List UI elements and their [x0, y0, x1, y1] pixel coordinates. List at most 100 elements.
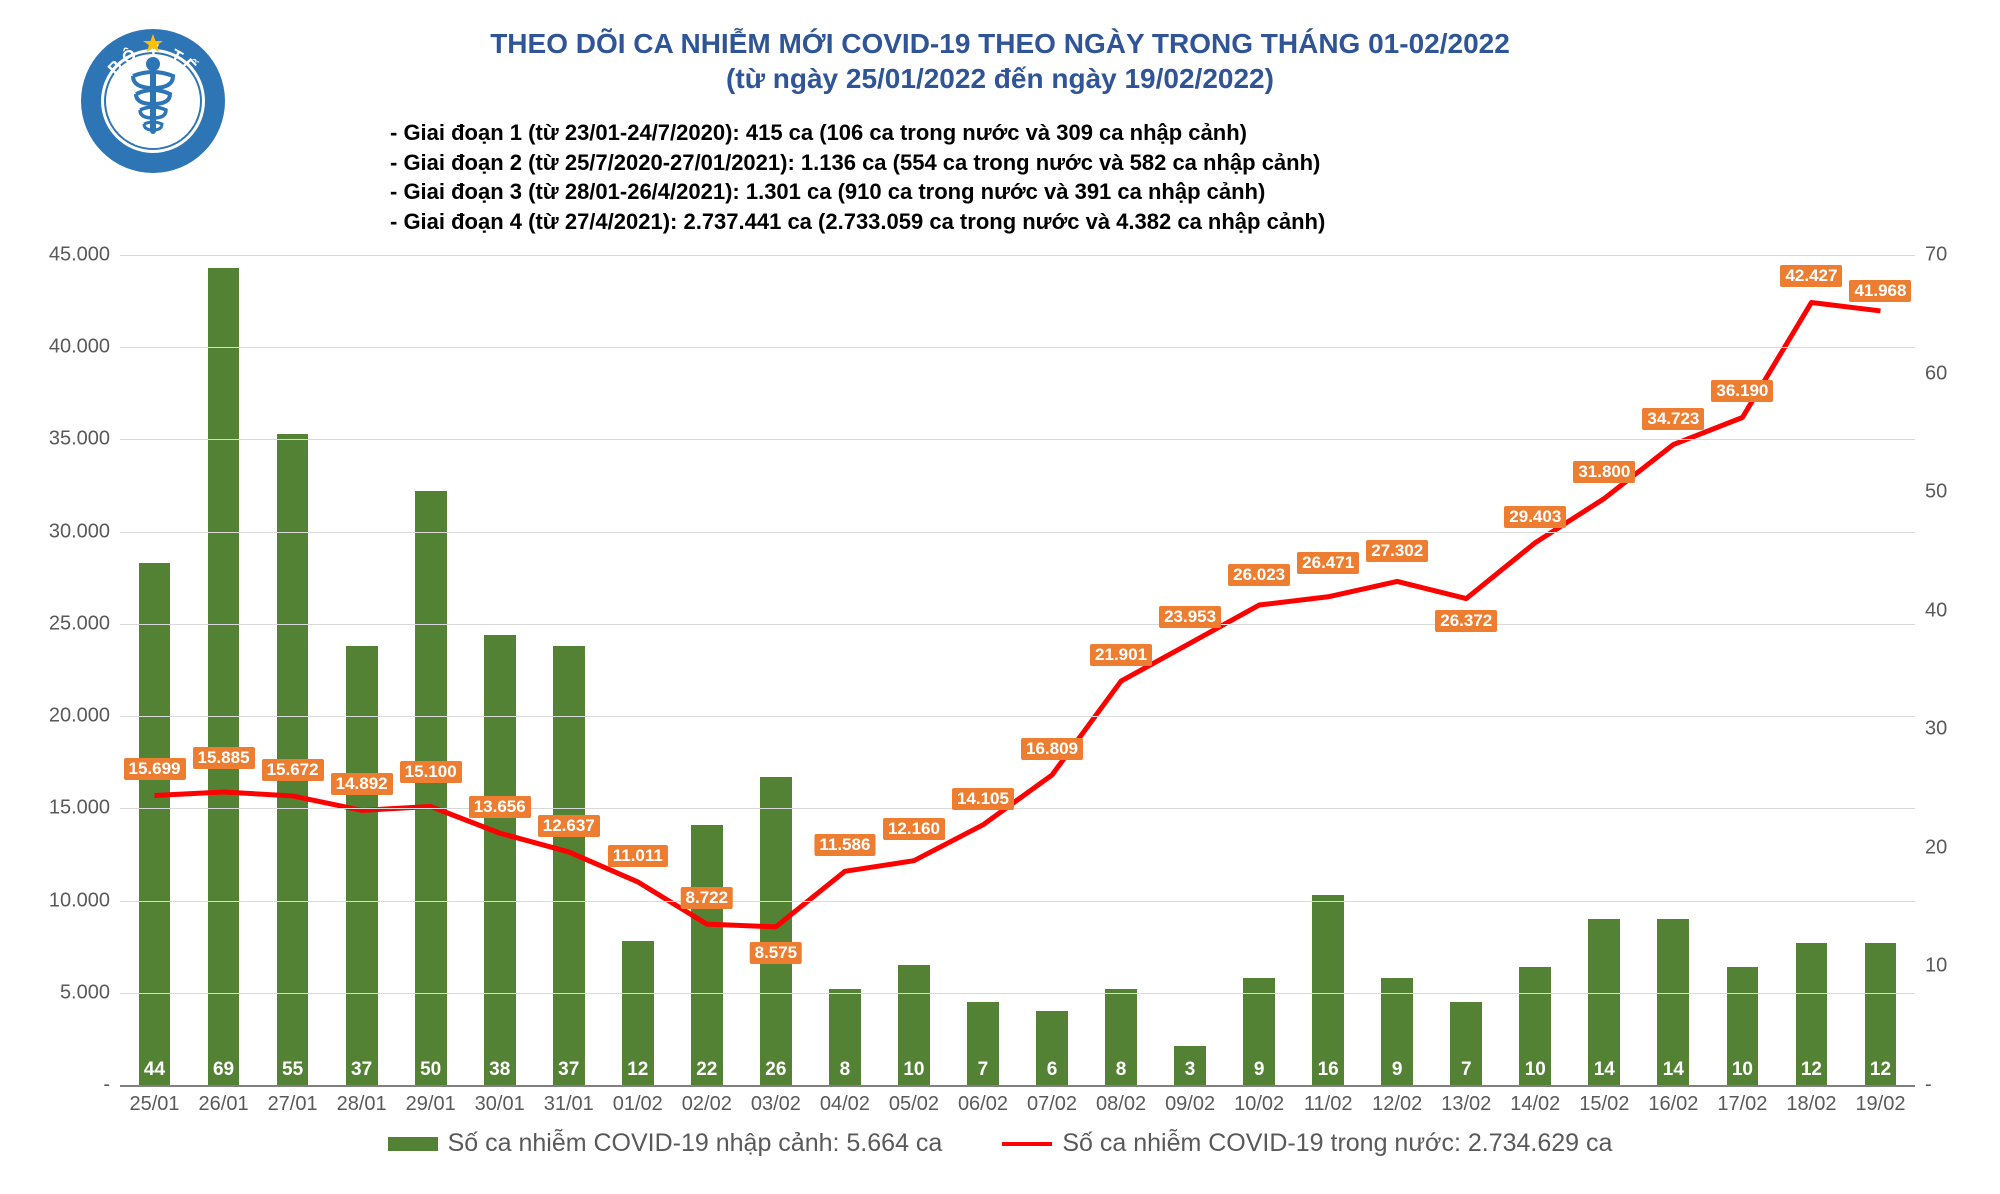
logo-svg: BỘ Y TẾ MINISTRY OF HEALTH — [78, 26, 228, 176]
x-label: 05/02 — [889, 1085, 939, 1116]
x-label: 30/01 — [475, 1085, 525, 1116]
legend: Số ca nhiễm COVID-19 nhập cảnh: 5.664 ca… — [0, 1129, 2000, 1158]
y-tick-left: 5.000 — [40, 981, 110, 1004]
x-label: 15/02 — [1579, 1085, 1629, 1116]
line-data-label: 29.403 — [1504, 506, 1566, 528]
line-data-label: 14.105 — [952, 788, 1014, 810]
plot-area: 4425/016926/015527/013728/015029/013830/… — [40, 255, 1965, 1085]
line-data-label: 12.637 — [538, 815, 600, 837]
grid-line — [120, 993, 1915, 994]
y-tick-right: 50 — [1925, 481, 1965, 504]
x-label: 16/02 — [1648, 1085, 1698, 1116]
legend-bar-item: Số ca nhiễm COVID-19 nhập cảnh: 5.664 ca — [388, 1129, 943, 1158]
x-label: 19/02 — [1855, 1085, 1905, 1116]
grid-line — [120, 808, 1915, 809]
x-label: 29/01 — [406, 1085, 456, 1116]
y-tick-right: 10 — [1925, 955, 1965, 978]
y-tick-left: 20.000 — [40, 705, 110, 728]
x-label: 12/02 — [1372, 1085, 1422, 1116]
y-tick-right: 60 — [1925, 362, 1965, 385]
x-label: 18/02 — [1786, 1085, 1836, 1116]
title-line-1: THEO DÕI CA NHIỄM MỚI COVID-19 THEO NGÀY… — [300, 26, 1700, 61]
y-tick-right: 30 — [1925, 718, 1965, 741]
y-tick-right: 40 — [1925, 599, 1965, 622]
subtitle-line: - Giai đoạn 4 (từ 27/4/2021): 2.737.441 … — [390, 207, 1790, 237]
line-data-label: 13.656 — [469, 796, 531, 818]
grid-line — [120, 532, 1915, 533]
y-tick-right: 20 — [1925, 836, 1965, 859]
y-tick-left: 10.000 — [40, 889, 110, 912]
subtitle-line: - Giai đoạn 1 (từ 23/01-24/7/2020): 415 … — [390, 118, 1790, 148]
line-data-label: 12.160 — [883, 818, 945, 840]
legend-bar-swatch — [388, 1137, 438, 1151]
legend-line-label: Số ca nhiễm COVID-19 trong nước: 2.734.6… — [1062, 1129, 1612, 1158]
x-label: 25/01 — [129, 1085, 179, 1116]
x-label: 14/02 — [1510, 1085, 1560, 1116]
baseline — [120, 1085, 1915, 1087]
line-data-label: 42.427 — [1780, 265, 1842, 287]
y-tick-left: 35.000 — [40, 428, 110, 451]
y-tick-left: 15.000 — [40, 797, 110, 820]
grid-line — [120, 439, 1915, 440]
x-label: 07/02 — [1027, 1085, 1077, 1116]
line-data-label: 26.023 — [1228, 564, 1290, 586]
line-data-label: 15.100 — [400, 761, 462, 783]
subtitle-line: - Giai đoạn 2 (từ 25/7/2020-27/01/2021):… — [390, 148, 1790, 178]
grid-line — [120, 716, 1915, 717]
y-tick-left: 25.000 — [40, 612, 110, 635]
line-data-label: 8.722 — [681, 887, 734, 909]
y-tick-left: 30.000 — [40, 520, 110, 543]
line-data-label: 26.471 — [1297, 552, 1359, 574]
line-data-label: 15.672 — [262, 759, 324, 781]
line-data-label: 41.968 — [1849, 280, 1911, 302]
x-label: 17/02 — [1717, 1085, 1767, 1116]
y-tick-right: 70 — [1925, 244, 1965, 267]
line-data-label: 8.575 — [750, 942, 803, 964]
grid-line — [120, 255, 1915, 256]
x-label: 08/02 — [1096, 1085, 1146, 1116]
subtitle-line: - Giai đoạn 3 (từ 28/01-26/4/2021): 1.30… — [390, 177, 1790, 207]
line-data-label: 11.011 — [608, 845, 668, 867]
grid-line — [120, 347, 1915, 348]
line-series — [155, 302, 1881, 926]
x-label: 10/02 — [1234, 1085, 1284, 1116]
grid-line — [120, 901, 1915, 902]
x-label: 13/02 — [1441, 1085, 1491, 1116]
subtitle-block: - Giai đoạn 1 (từ 23/01-24/7/2020): 415 … — [390, 118, 1790, 237]
line-data-label: 11.586 — [814, 834, 875, 856]
title-line-2: (từ ngày 25/01/2022 đến ngày 19/02/2022) — [300, 61, 1700, 96]
x-label: 31/01 — [544, 1085, 594, 1116]
x-label: 01/02 — [613, 1085, 663, 1116]
legend-line-item: Số ca nhiễm COVID-19 trong nước: 2.734.6… — [1002, 1129, 1612, 1158]
title-block: THEO DÕI CA NHIỄM MỚI COVID-19 THEO NGÀY… — [300, 26, 1700, 96]
line-data-label: 16.809 — [1021, 738, 1083, 760]
y-tick-left: 45.000 — [40, 244, 110, 267]
x-label: 11/02 — [1304, 1085, 1353, 1116]
line-data-label: 23.953 — [1159, 606, 1221, 628]
line-data-label: 36.190 — [1711, 380, 1773, 402]
x-label: 26/01 — [199, 1085, 249, 1116]
ministry-logo: BỘ Y TẾ MINISTRY OF HEALTH — [78, 26, 228, 176]
legend-bar-label: Số ca nhiễm COVID-19 nhập cảnh: 5.664 ca — [448, 1129, 943, 1158]
x-label: 06/02 — [958, 1085, 1008, 1116]
line-data-label: 15.699 — [124, 758, 186, 780]
line-data-label: 34.723 — [1642, 408, 1704, 430]
x-label: 04/02 — [820, 1085, 870, 1116]
chart-container: BỘ Y TẾ MINISTRY OF HEALTH THEO DÕI CA N… — [0, 0, 2000, 1194]
line-data-label: 27.302 — [1366, 540, 1428, 562]
x-label: 27/01 — [268, 1085, 318, 1116]
line-svg — [120, 255, 1915, 1085]
x-label: 02/02 — [682, 1085, 732, 1116]
y-tick-right: - — [1925, 1074, 1965, 1097]
line-data-label: 15.885 — [193, 747, 255, 769]
y-tick-left: 40.000 — [40, 336, 110, 359]
line-data-label: 14.892 — [331, 773, 393, 795]
line-data-label: 26.372 — [1435, 610, 1497, 632]
line-data-label: 21.901 — [1090, 644, 1152, 666]
x-label: 28/01 — [337, 1085, 387, 1116]
grid-line — [120, 624, 1915, 625]
x-label: 09/02 — [1165, 1085, 1215, 1116]
y-tick-left: - — [40, 1074, 110, 1097]
legend-line-swatch — [1002, 1142, 1052, 1146]
line-data-label: 31.800 — [1573, 461, 1635, 483]
